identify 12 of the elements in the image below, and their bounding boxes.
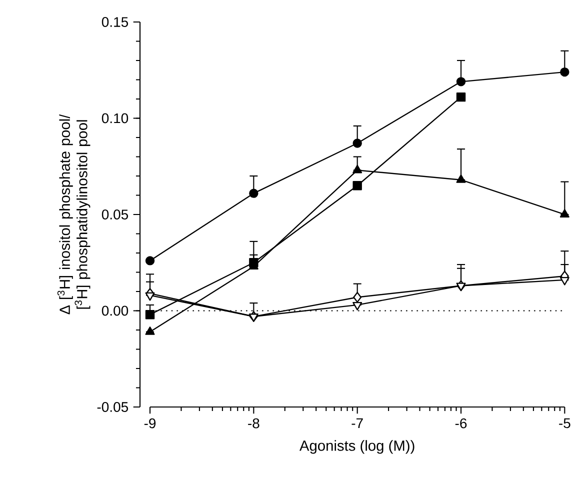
y-tick-label: 0.10	[102, 113, 128, 124]
x-tick-label: -5	[559, 418, 570, 428]
x-axis-title: Agonists (log (M))	[299, 440, 414, 454]
x-tick-label: -7	[352, 418, 363, 428]
text: Δ [$^{3}$H] inositol phosphate pool/ [$^{3}$H] phosphatidylinositol pool	[57, 114, 90, 314]
y-tick-label: -0.05	[97, 402, 128, 412]
x-tick-label: -6	[455, 418, 467, 428]
y-tick-label: 0.15	[102, 17, 128, 27]
x-tick-label: -9	[144, 418, 156, 428]
y-tick-label: 0.00	[102, 306, 128, 316]
y-tick-label: 0.05	[102, 210, 128, 220]
x-tick-label: -8	[248, 418, 260, 428]
